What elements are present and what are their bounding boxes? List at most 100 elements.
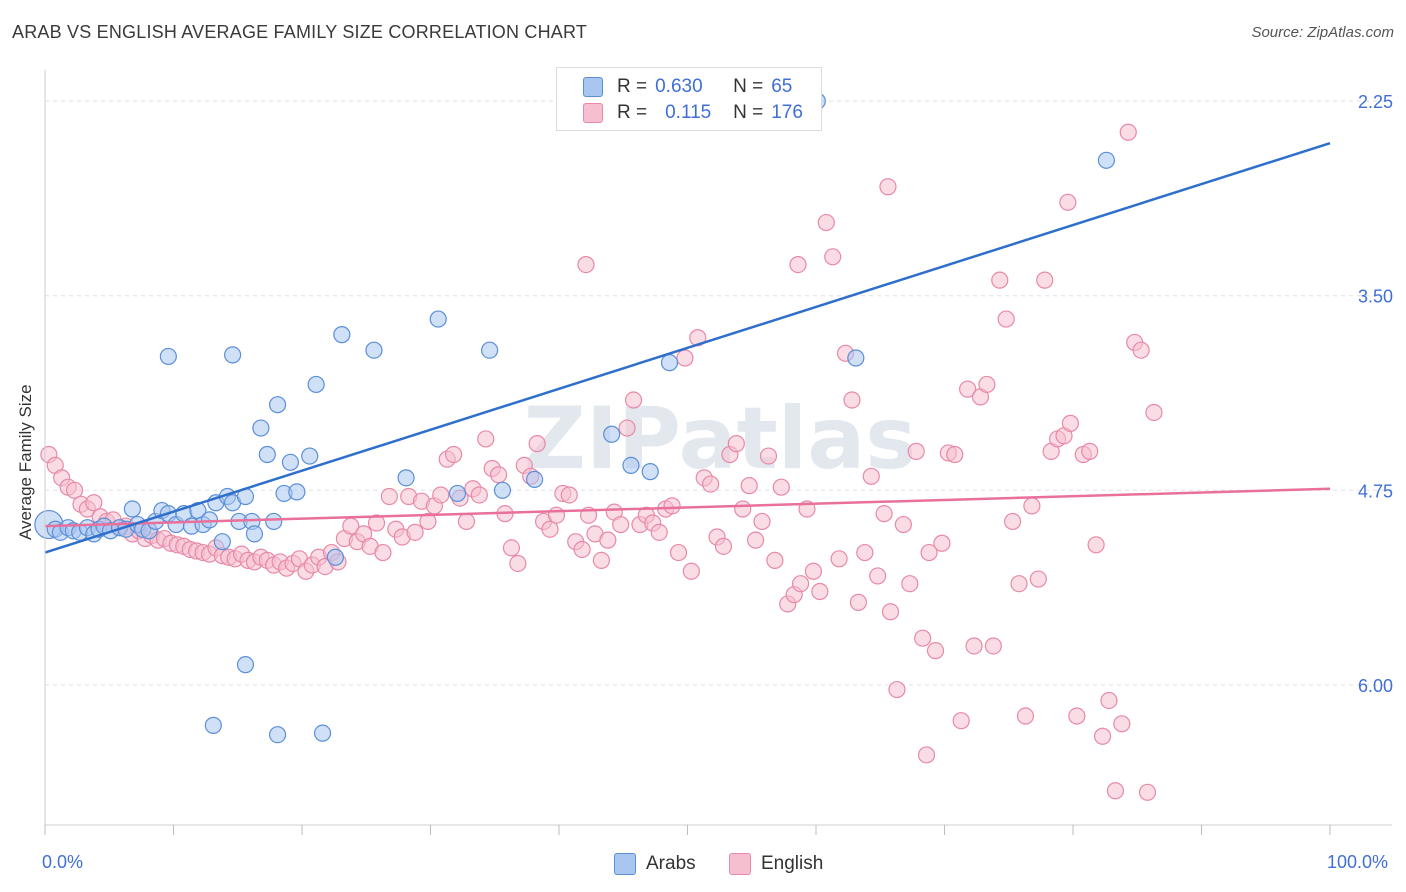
arab-point — [326, 548, 345, 566]
legend-item-english[interactable]: English — [729, 851, 823, 877]
arab-point — [281, 453, 300, 471]
english-point — [843, 391, 861, 409]
english-point — [727, 435, 745, 453]
arab-point — [252, 419, 270, 437]
arabs-legend-swatch — [614, 853, 636, 875]
y-tick-label: 4.75 — [1358, 481, 1393, 501]
english-point — [997, 310, 1015, 328]
english-point — [1029, 570, 1047, 588]
english-point — [888, 680, 906, 699]
r-value: 0.630 — [655, 76, 703, 97]
arab-point — [213, 533, 231, 551]
english-point — [612, 515, 630, 534]
english-point — [682, 562, 700, 580]
x-axis-min-label: 0.0% — [42, 852, 84, 872]
english-point — [1145, 403, 1163, 422]
arab-points — [34, 92, 1116, 744]
english-point — [881, 603, 900, 621]
english-trend-line — [44, 487, 1331, 528]
english-point — [1023, 497, 1041, 515]
english-point — [669, 543, 688, 562]
english-point — [817, 213, 835, 232]
english-point — [445, 445, 463, 464]
arab-point — [236, 656, 255, 674]
english-point — [933, 534, 951, 552]
english-point — [965, 637, 983, 655]
english-point — [406, 523, 424, 541]
arab-point — [200, 511, 219, 529]
english-point — [547, 506, 566, 524]
correlation-legend: R = 0.630 N = 65 R = 0.115 N = 176 — [556, 67, 822, 131]
english-point — [65, 481, 84, 499]
english-point — [470, 486, 488, 504]
english-point — [1004, 512, 1022, 531]
english-point — [849, 593, 868, 611]
legend-row-arabs: R = 0.630 N = 65 — [583, 75, 792, 99]
english-point — [1093, 727, 1112, 745]
arabs-legend-label: Arabs — [646, 853, 696, 874]
english-point — [824, 248, 842, 266]
arab-point — [268, 396, 287, 414]
english-point — [766, 551, 784, 569]
arab-point — [204, 716, 222, 734]
english-point — [907, 442, 925, 460]
english-point — [676, 349, 694, 367]
arab-point — [847, 349, 865, 367]
english-point — [811, 582, 829, 601]
x-axis-max-label: 100.0% — [1327, 852, 1389, 872]
english-point — [926, 642, 945, 660]
r-value: 0.115 — [665, 102, 712, 123]
english-point — [946, 445, 964, 464]
n-label: N = — [733, 102, 764, 123]
arab-point — [258, 445, 276, 464]
arab-point — [641, 463, 659, 481]
english-point — [894, 515, 912, 534]
english-point — [85, 494, 103, 512]
arab-point — [313, 724, 332, 742]
english-point — [959, 380, 977, 398]
english-point — [772, 478, 790, 496]
legend-item-arabs[interactable]: Arabs — [614, 851, 696, 877]
english-point — [1132, 341, 1150, 359]
english-point — [502, 539, 521, 557]
n-value: 65 — [771, 76, 793, 97]
english-point — [804, 562, 823, 580]
english-point — [573, 540, 591, 559]
arab-point — [493, 481, 512, 499]
source-label[interactable]: Source: ZipAtlas.com — [1251, 24, 1394, 41]
english-point — [457, 512, 476, 531]
english-point — [753, 512, 771, 531]
english-point — [875, 505, 893, 523]
arab-point — [365, 341, 383, 359]
english-point — [1061, 414, 1080, 432]
english-point — [541, 520, 559, 538]
english-point — [367, 514, 386, 532]
english-point — [1106, 782, 1125, 800]
english-point — [528, 435, 546, 453]
english-point — [917, 746, 936, 764]
english-point — [1119, 123, 1137, 141]
english-point — [856, 543, 874, 562]
english-point — [991, 271, 1009, 289]
english-points — [40, 123, 1163, 801]
n-value: 176 — [771, 102, 803, 123]
english-swatch — [583, 103, 603, 123]
english-point — [1010, 575, 1028, 593]
arab-point — [1097, 151, 1116, 169]
english-point — [862, 467, 880, 485]
arab-point — [288, 483, 306, 501]
english-point — [592, 551, 611, 569]
english-point — [624, 391, 643, 409]
chart-title: ARAB VS ENGLISH AVERAGE FAMILY SIZE CORR… — [12, 22, 588, 42]
legend-row-english: R = 0.115 N = 176 — [583, 101, 803, 125]
english-point — [978, 375, 996, 394]
english-point — [599, 531, 617, 549]
y-axis-title: Average Family Size — [16, 384, 35, 540]
english-point — [650, 523, 668, 541]
grid — [45, 100, 1392, 686]
english-point — [869, 567, 887, 585]
english-point — [920, 543, 938, 562]
english-point — [374, 543, 392, 562]
arab-point — [159, 347, 177, 366]
english-point — [477, 430, 495, 448]
